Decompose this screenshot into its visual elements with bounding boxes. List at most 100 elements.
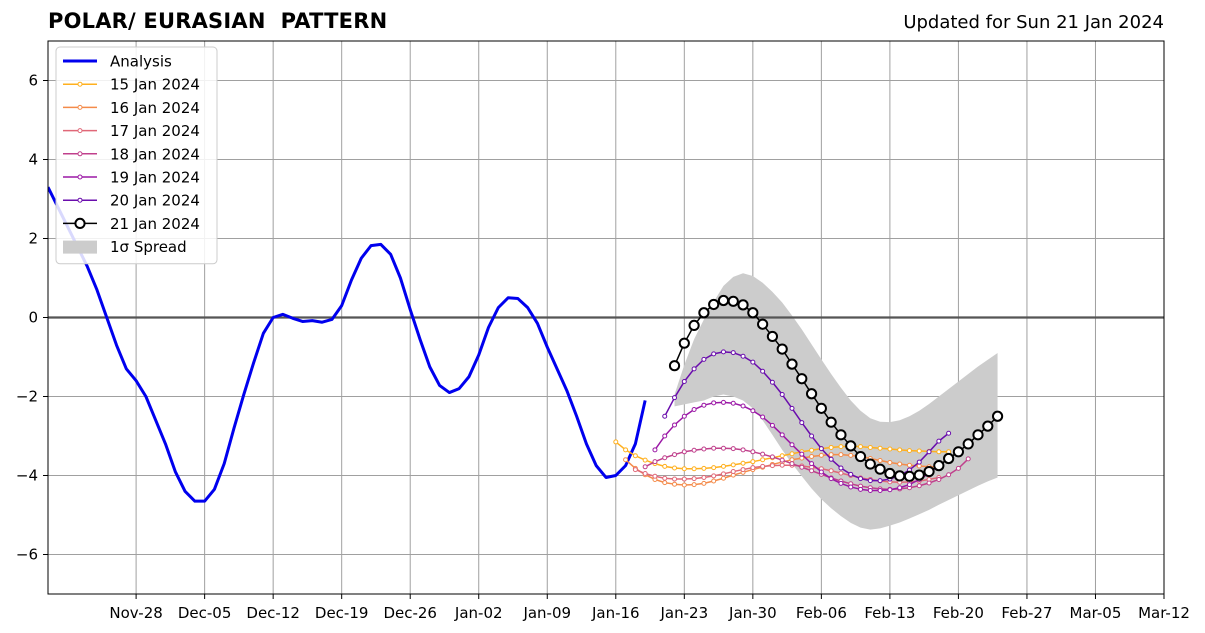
data-point — [701, 474, 707, 480]
legend-item: 18 Jan 2024 — [63, 145, 200, 163]
data-point — [668, 360, 681, 372]
data-point — [982, 420, 994, 432]
x-tick-label: Feb-06 — [796, 604, 847, 622]
data-point — [717, 294, 730, 307]
data-point — [740, 403, 746, 409]
data-point — [766, 330, 779, 343]
x-tick-label: Dec-26 — [383, 604, 437, 622]
y-tick-label: 4 — [28, 151, 38, 169]
data-point — [828, 476, 834, 482]
data-point — [789, 457, 795, 463]
data-point — [946, 472, 952, 478]
data-point — [877, 478, 883, 484]
y-tick-label: −2 — [16, 388, 38, 406]
data-point — [916, 463, 922, 469]
data-point — [815, 402, 827, 414]
data-point — [652, 473, 658, 479]
data-point — [757, 318, 769, 330]
legend-box — [55, 46, 218, 265]
data-point — [916, 459, 922, 465]
data-point — [779, 462, 785, 468]
data-point — [740, 467, 746, 473]
data-point — [906, 448, 912, 454]
data-point — [818, 446, 824, 452]
data-point — [737, 299, 749, 311]
data-point — [711, 465, 717, 471]
data-point — [867, 488, 873, 494]
data-point — [848, 484, 854, 490]
data-point — [897, 447, 903, 453]
data-point — [906, 462, 912, 468]
data-point — [874, 463, 886, 475]
data-point — [864, 458, 876, 470]
data-point — [691, 407, 697, 413]
data-point — [965, 456, 971, 462]
data-point — [681, 476, 687, 482]
data-point — [769, 463, 775, 469]
y-tick-label: −4 — [16, 467, 38, 485]
data-point — [701, 402, 707, 408]
chart-subtitle: Updated for Sun 21 Jan 2024 — [903, 12, 1164, 33]
data-point — [691, 366, 697, 372]
data-point — [662, 413, 668, 419]
data-point — [858, 476, 864, 482]
data-point — [662, 475, 668, 481]
legend-label: 20 Jan 2024 — [110, 192, 200, 210]
data-point — [799, 420, 805, 426]
data-point — [789, 461, 795, 467]
legend-item: 17 Jan 2024 — [63, 122, 200, 140]
data-point — [897, 485, 903, 491]
data-point — [789, 442, 795, 448]
data-point — [740, 353, 746, 359]
chart-title: POLAR/ EURASIAN PATTERN — [48, 9, 388, 33]
data-point — [698, 307, 710, 319]
legend-label: Analysis — [110, 53, 172, 71]
data-point — [632, 467, 638, 473]
data-point — [720, 399, 726, 405]
series-1 — [613, 439, 952, 472]
data-point — [799, 464, 805, 470]
data-point — [838, 480, 844, 486]
data-point — [838, 470, 844, 476]
data-point — [623, 447, 629, 453]
data-point — [916, 448, 922, 454]
legend-label: 15 Jan 2024 — [110, 76, 200, 94]
data-point — [730, 462, 736, 468]
data-point — [740, 460, 746, 466]
data-point — [838, 465, 844, 471]
data-point — [923, 465, 935, 478]
axes: Nov-28 Dec-05 Dec-12 Dec-19 Dec-26 Jan-02 Jan-… — [16, 72, 1190, 623]
data-point — [779, 392, 785, 398]
data-point — [662, 463, 668, 469]
legend-marker — [77, 128, 83, 134]
legend-label: 18 Jan 2024 — [110, 145, 200, 163]
data-point — [858, 444, 864, 450]
series-0 — [48, 186, 647, 503]
legend-item: 21 Jan 2024 — [63, 215, 200, 233]
data-point — [747, 307, 759, 319]
x-tick-label: Nov-28 — [109, 604, 162, 622]
x-tick-label: Dec-19 — [315, 604, 369, 622]
x-tick-label: Jan-23 — [660, 604, 709, 622]
data-point — [854, 450, 867, 463]
data-point — [933, 460, 945, 472]
series-line — [48, 186, 647, 503]
data-point — [916, 483, 922, 489]
data-point — [760, 414, 766, 420]
data-point — [828, 444, 834, 450]
data-point — [652, 459, 658, 465]
data-point — [720, 445, 726, 451]
data-point — [623, 457, 629, 463]
data-point — [691, 476, 697, 482]
data-point — [838, 452, 844, 458]
data-point — [877, 445, 883, 451]
data-point — [750, 459, 756, 465]
data-point — [825, 416, 837, 428]
data-point — [681, 378, 687, 384]
data-point — [681, 449, 687, 455]
data-point — [818, 469, 824, 475]
data-point — [678, 337, 690, 349]
data-point — [818, 452, 824, 458]
data-point — [672, 395, 678, 401]
